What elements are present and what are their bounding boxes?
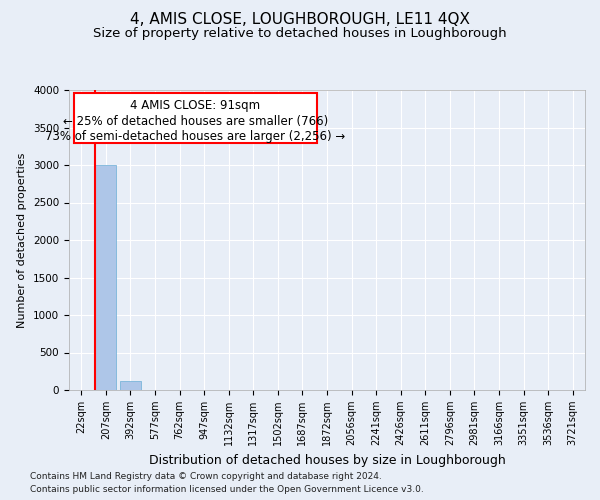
Text: Contains HM Land Registry data © Crown copyright and database right 2024.: Contains HM Land Registry data © Crown c… xyxy=(30,472,382,481)
Text: 4 AMIS CLOSE: 91sqm: 4 AMIS CLOSE: 91sqm xyxy=(130,99,260,112)
Bar xyxy=(95,165,116,390)
Y-axis label: Number of detached properties: Number of detached properties xyxy=(17,152,28,328)
FancyBboxPatch shape xyxy=(74,93,317,142)
Text: Size of property relative to detached houses in Loughborough: Size of property relative to detached ho… xyxy=(93,28,507,40)
Bar xyxy=(120,382,141,390)
Text: 73% of semi-detached houses are larger (2,256) →: 73% of semi-detached houses are larger (… xyxy=(45,130,346,143)
Text: 4, AMIS CLOSE, LOUGHBOROUGH, LE11 4QX: 4, AMIS CLOSE, LOUGHBOROUGH, LE11 4QX xyxy=(130,12,470,28)
X-axis label: Distribution of detached houses by size in Loughborough: Distribution of detached houses by size … xyxy=(149,454,505,466)
Text: Contains public sector information licensed under the Open Government Licence v3: Contains public sector information licen… xyxy=(30,485,424,494)
Text: ← 25% of detached houses are smaller (766): ← 25% of detached houses are smaller (76… xyxy=(63,114,328,128)
